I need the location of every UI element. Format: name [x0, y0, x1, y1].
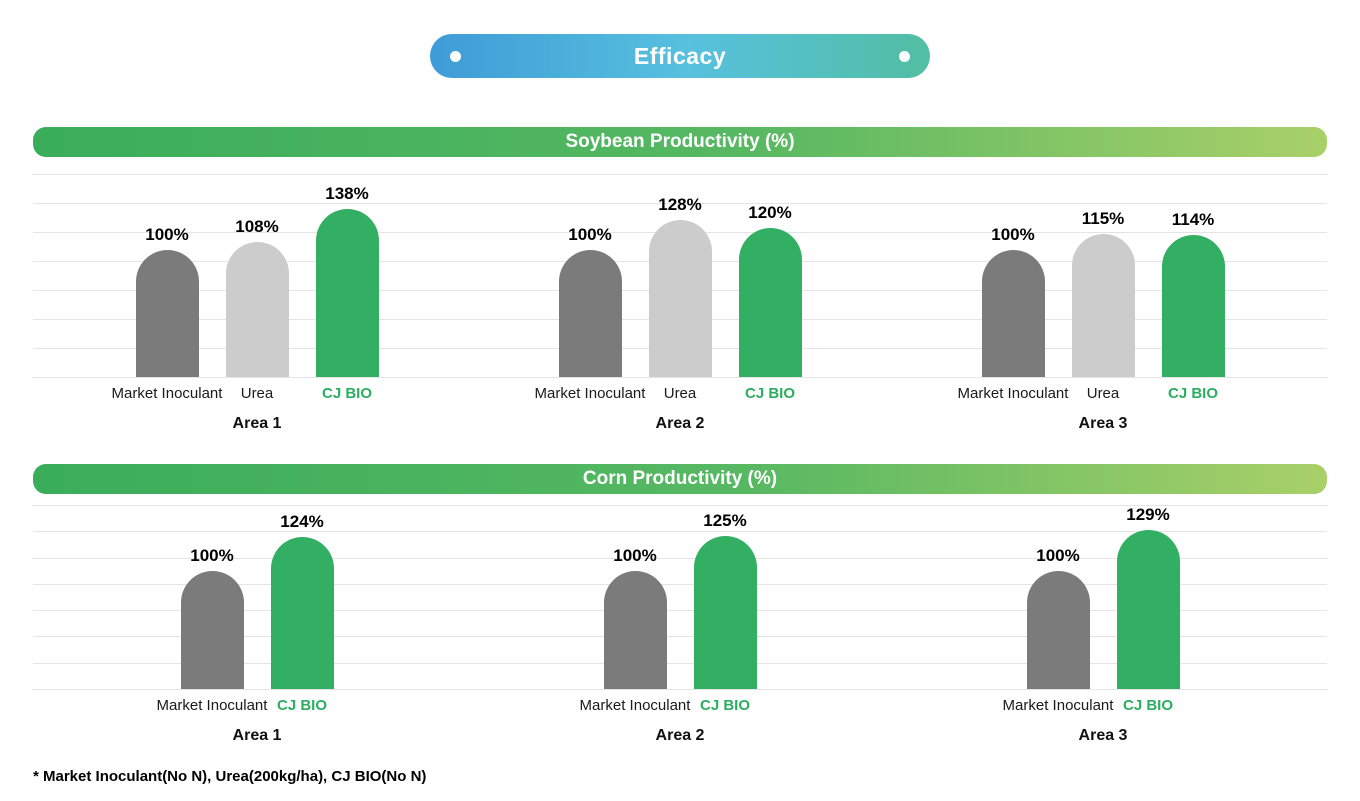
value-label-cj-bio-area-3: 129%: [1126, 505, 1170, 525]
bar-label-market-inoculant-area-1: Market Inoculant: [156, 697, 268, 714]
gridline: [33, 558, 1327, 559]
bar-label-urea-area-3: Urea: [1086, 385, 1120, 402]
value-label-cj-bio-area-1: 124%: [280, 512, 324, 532]
bar-label-market-inoculant-area-2: Market Inoculant: [534, 385, 646, 402]
soybean-chart-title: Soybean Productivity (%): [565, 131, 795, 152]
value-label-urea-area-2: 128%: [658, 195, 702, 215]
gridline: [33, 689, 1327, 690]
bar-label-market-inoculant-area-2: Market Inoculant: [579, 697, 691, 714]
gridline: [33, 663, 1327, 664]
value-label-market-inoculant-area-1: 100%: [145, 225, 189, 245]
bar-label-cj-bio-area-2: CJ BIO: [699, 697, 750, 714]
group-label-area-2: Area 2: [655, 727, 705, 744]
gridline: [33, 531, 1327, 532]
bar-market-inoculant-area-2: [603, 571, 667, 689]
bar-label-market-inoculant-area-3: Market Inoculant: [1002, 697, 1114, 714]
value-label-cj-bio-area-2: 125%: [703, 511, 747, 531]
gridline: [33, 203, 1327, 204]
corn-chart-header: Corn Productivity (%): [33, 464, 1327, 494]
bar-market-inoculant-area-1: [135, 250, 199, 377]
page-title: Efficacy: [633, 42, 727, 69]
gridline: [33, 505, 1327, 506]
pill-dot-right-icon: [899, 51, 910, 62]
bar-label-urea-area-2: Urea: [663, 385, 697, 402]
group-label-area-2: Area 2: [655, 415, 705, 432]
bar-cj-bio-area-3: [1161, 235, 1225, 377]
bar-label-urea-area-1: Urea: [240, 385, 274, 402]
value-label-cj-bio-area-2: 120%: [748, 203, 792, 223]
footnote: * Market Inoculant(No N), Urea(200kg/ha)…: [33, 768, 427, 785]
bar-cj-bio-area-2: [738, 228, 802, 377]
value-label-market-inoculant-area-3: 100%: [991, 225, 1035, 245]
bar-urea-area-1: [225, 242, 289, 377]
value-label-urea-area-3: 115%: [1081, 209, 1125, 229]
bar-cj-bio-area-1: [270, 537, 334, 689]
corn-plot-area: 100% Market Inoculant 124% CJ BIO Area 1 100%…: [33, 505, 1327, 744]
bar-label-cj-bio-area-1: CJ BIO: [276, 697, 327, 714]
bar-urea-area-3: [1071, 234, 1135, 377]
gridline: [33, 636, 1327, 637]
bar-label-cj-bio-area-2: CJ BIO: [744, 385, 795, 402]
bar-cj-bio-area-3: [1116, 530, 1180, 689]
soybean-plot-area: 100% Market Inoculant 108% Urea 138% CJ BIO Ar…: [33, 174, 1327, 432]
value-label-market-inoculant-area-1: 100%: [190, 546, 234, 566]
bar-urea-area-2: [648, 220, 712, 377]
bar-cj-bio-area-1: [315, 209, 379, 377]
bar-label-market-inoculant-area-3: Market Inoculant: [957, 385, 1069, 402]
bar-market-inoculant-area-3: [981, 250, 1045, 377]
group-label-area-1: Area 1: [232, 415, 282, 432]
bar-cj-bio-area-2: [693, 536, 757, 689]
value-label-market-inoculant-area-2: 100%: [613, 546, 657, 566]
value-label-urea-area-1: 108%: [235, 217, 279, 237]
corn-chart-title: Corn Productivity (%): [582, 468, 778, 489]
group-label-area-1: Area 1: [232, 727, 282, 744]
bar-label-cj-bio-area-3: CJ BIO: [1122, 697, 1173, 714]
gridline: [33, 174, 1327, 175]
pill-dot-left-icon: [450, 51, 461, 62]
efficacy-title-pill: Efficacy: [430, 34, 930, 78]
value-label-cj-bio-area-3: 114%: [1171, 210, 1215, 230]
gridline: [33, 584, 1327, 585]
bar-label-cj-bio-area-3: CJ BIO: [1167, 385, 1218, 402]
gridline: [33, 377, 1327, 378]
bar-label-cj-bio-area-1: CJ BIO: [321, 385, 372, 402]
group-label-area-3: Area 3: [1078, 727, 1128, 744]
group-label-area-3: Area 3: [1078, 415, 1128, 432]
value-label-cj-bio-area-1: 138%: [325, 184, 369, 204]
bar-market-inoculant-area-1: [180, 571, 244, 689]
bar-market-inoculant-area-3: [1026, 571, 1090, 689]
value-label-market-inoculant-area-2: 100%: [568, 225, 612, 245]
soybean-chart-header: Soybean Productivity (%): [33, 127, 1327, 157]
gridline: [33, 610, 1327, 611]
bar-market-inoculant-area-2: [558, 250, 622, 377]
bar-label-market-inoculant-area-1: Market Inoculant: [111, 385, 223, 402]
value-label-market-inoculant-area-3: 100%: [1036, 546, 1080, 566]
